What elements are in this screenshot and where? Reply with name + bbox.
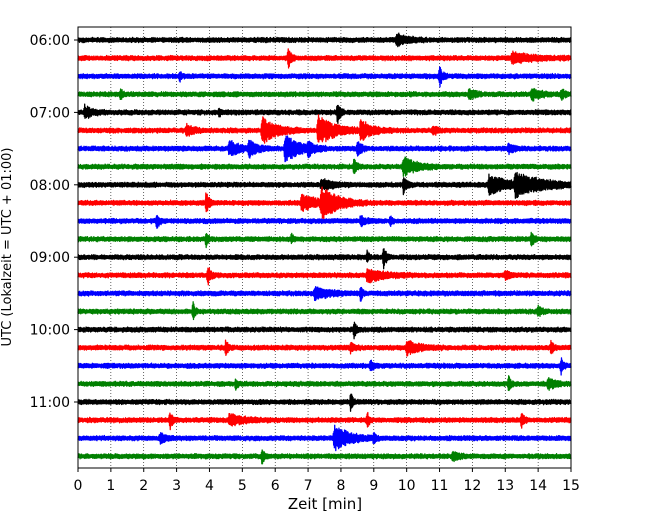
x-tick-label: 8	[336, 478, 345, 494]
y-tick-label: 11:00	[30, 395, 70, 411]
trace-line	[77, 411, 572, 431]
x-tick-label: 1	[106, 478, 115, 494]
trace-line	[77, 214, 572, 229]
x-tick-label: 13	[496, 478, 514, 494]
trace-line	[77, 286, 572, 302]
x-tick-label: 9	[369, 478, 378, 494]
x-tick-label: 4	[205, 478, 214, 494]
x-tick-label: 2	[139, 478, 148, 494]
trace-line	[77, 267, 572, 286]
plot-frame	[77, 26, 572, 469]
trace-line	[77, 248, 572, 270]
trace-line	[77, 156, 572, 177]
trace-line	[77, 393, 572, 412]
x-tick-label: 7	[304, 478, 313, 494]
x-tick-label: 15	[562, 478, 580, 494]
trace-line	[77, 186, 572, 220]
trace-line	[77, 48, 572, 69]
trace-line	[77, 87, 572, 102]
trace-line	[77, 66, 572, 88]
trace-line	[77, 103, 572, 124]
y-tick-label: 07:00	[30, 105, 70, 121]
x-tick-label: 14	[529, 478, 547, 494]
trace-line	[77, 449, 572, 465]
trace-line	[77, 424, 572, 452]
x-axis-ticks: 0 1 2 3 4 5 6 7 8 9 10 11 12 13 14 15	[74, 468, 580, 494]
trace-line	[77, 114, 572, 144]
y-tick-label: 08:00	[30, 178, 70, 194]
trace-line	[77, 32, 572, 48]
trace-line	[77, 357, 572, 376]
trace-line	[77, 135, 572, 163]
trace-line	[77, 321, 572, 340]
trace-line	[77, 339, 572, 357]
y-tick-label: 10:00	[30, 323, 70, 339]
x-tick-label: 5	[238, 478, 247, 494]
trace-line	[77, 171, 572, 199]
x-tick-label: 0	[74, 478, 83, 494]
x-tick-label: 10	[398, 478, 416, 494]
x-axis-label: Zeit [min]	[288, 495, 362, 513]
x-tick-label: 6	[271, 478, 280, 494]
seismogram-traces	[77, 32, 572, 465]
trace-line	[77, 375, 572, 392]
x-tick-label: 11	[431, 478, 449, 494]
x-tick-label: 3	[172, 478, 181, 494]
x-tick-label: 12	[463, 478, 481, 494]
y-axis-label: UTC (Lokalzeit = UTC + 01:00)	[0, 148, 15, 347]
y-tick-label: 06:00	[30, 33, 70, 49]
y-axis-ticks: 06:00 07:00 08:00 09:00 10:00 11:00	[30, 33, 78, 411]
trace-line	[77, 231, 572, 249]
trace-line	[77, 301, 572, 321]
y-tick-label: 09:00	[30, 250, 70, 266]
